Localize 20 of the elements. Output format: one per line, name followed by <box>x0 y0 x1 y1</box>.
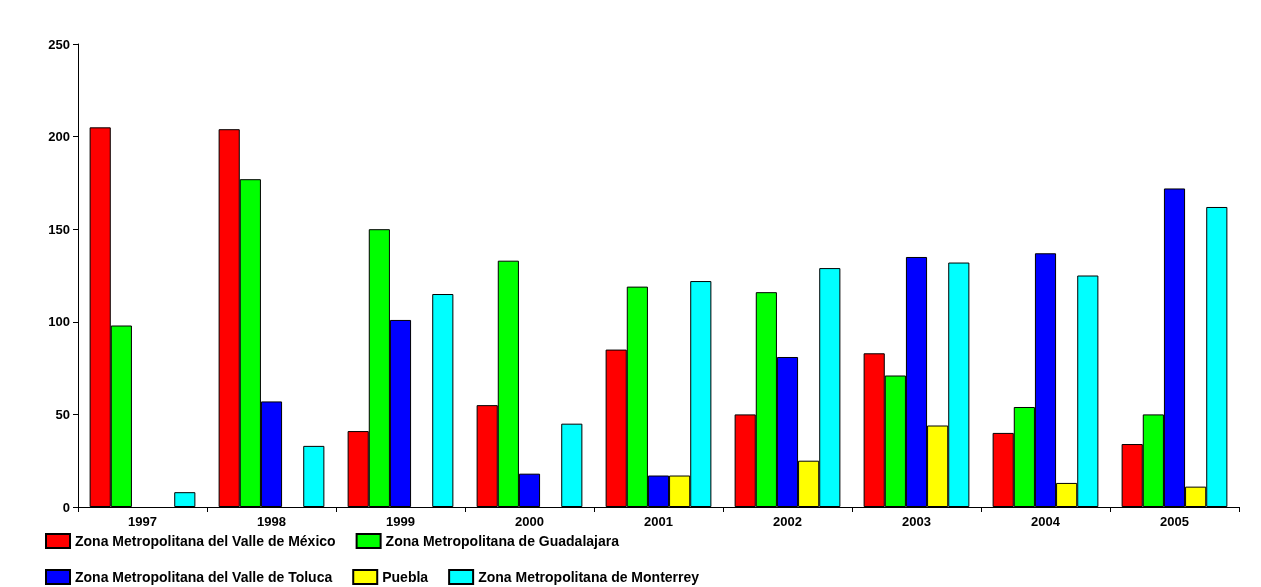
x-tick-label: 1998 <box>257 514 286 529</box>
x-tick-label: 2002 <box>773 514 802 529</box>
x-tick-label: 2001 <box>644 514 673 529</box>
y-tick-label: 0 <box>62 499 70 515</box>
x-tick-label: 1997 <box>128 514 157 529</box>
legend-label: Zona Metropolitana del Valle de Toluca <box>75 569 333 585</box>
y-tick-label: 100 <box>48 314 70 330</box>
x-tick-label: 2004 <box>1031 514 1061 529</box>
legend-label: Zona Metropolitana del Valle de México <box>75 533 336 549</box>
legend-label: Zona Metropolitana de Guadalajara <box>385 533 620 549</box>
x-tick-label: 2005 <box>1160 514 1189 529</box>
y-tick-label: 150 <box>48 221 70 237</box>
x-tick-label: 2003 <box>902 514 931 529</box>
y-tick-label: 250 <box>48 36 70 52</box>
legend-label: Zona Metropolitana de Monterrey <box>478 569 700 585</box>
x-tick-label: 1999 <box>386 514 415 529</box>
y-tick-label: 50 <box>55 406 70 422</box>
y-tick-label: 200 <box>48 129 70 145</box>
x-tick-label: 2000 <box>515 514 544 529</box>
legend-label: Puebla <box>382 569 429 585</box>
